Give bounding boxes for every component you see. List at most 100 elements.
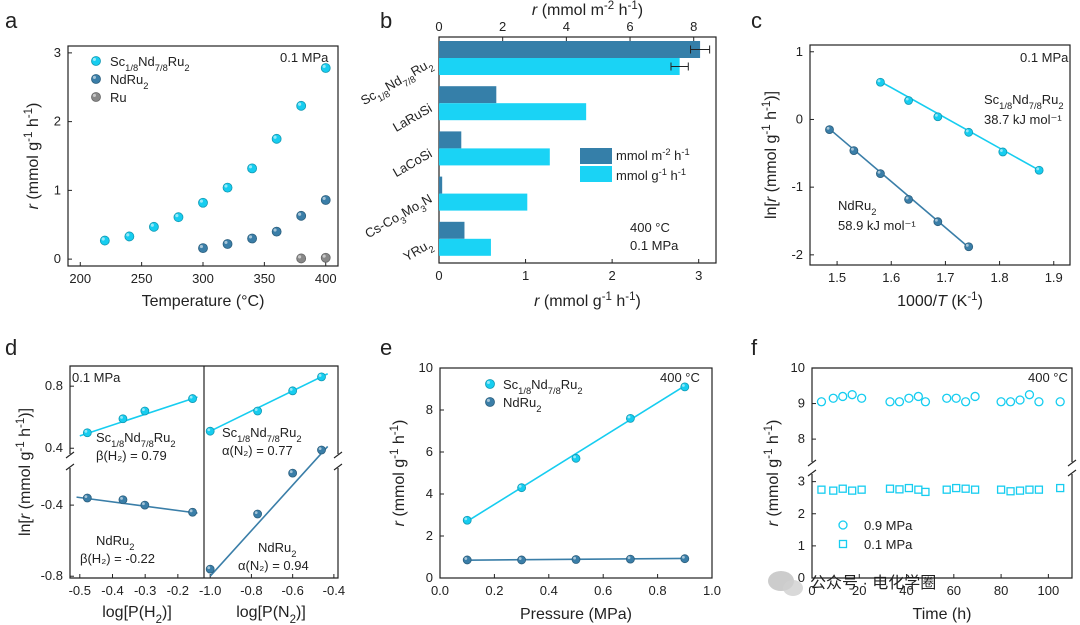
- point-highlight: [877, 79, 881, 83]
- y-axis-label: r (mmol g-1 h-1): [389, 420, 408, 527]
- point-NdRu2: [571, 555, 581, 564]
- point-0.1 MPa: [942, 485, 951, 494]
- panel-letter-a: a: [5, 8, 18, 33]
- x-tick-label: 0: [808, 583, 815, 598]
- point-body: [571, 555, 581, 564]
- point-highlight: [189, 509, 193, 513]
- error-bar-areal: [690, 45, 711, 54]
- point-NdRu2: [82, 493, 92, 503]
- point-highlight: [318, 447, 322, 450]
- point-highlight: [298, 212, 302, 216]
- x-tick-label: -0.4: [323, 583, 345, 598]
- point-body: [964, 127, 974, 137]
- point-highlight: [92, 57, 97, 61]
- point-Sc1/8Nd7/8Ru2: [680, 382, 690, 392]
- annotation-pressure: 0.1 MPa: [1020, 50, 1069, 65]
- point-highlight: [224, 184, 228, 188]
- point-highlight: [207, 566, 211, 570]
- bottom-tick-label: 1: [522, 268, 529, 283]
- point-highlight: [518, 484, 522, 488]
- y-tick-label: 10: [419, 360, 433, 375]
- frame-upper: [811, 367, 1073, 462]
- bar-areal-YRu2: [439, 221, 465, 239]
- point-highlight: [322, 254, 326, 258]
- plot-frame: [439, 367, 713, 579]
- point-highlight: [965, 129, 969, 133]
- fit-line-Sc1/8Nd7/8Ru2: [209, 373, 329, 432]
- point-Sc1/8Nd7/8Ru2: [118, 414, 128, 424]
- point-body: [296, 210, 307, 221]
- annotation-temperature: 400 °C: [660, 370, 700, 385]
- point-highlight: [142, 502, 145, 506]
- point-highlight: [273, 135, 277, 139]
- point-highlight: [464, 557, 468, 560]
- point-Ru: [320, 252, 331, 263]
- point-body: [517, 555, 526, 565]
- point-body: [320, 252, 331, 263]
- point-highlight: [224, 240, 228, 244]
- point-highlight: [826, 126, 830, 130]
- x-tick-label: 1.5: [828, 270, 846, 285]
- x-tick-label: 1.7: [936, 270, 954, 285]
- x-axis-label: Time (h): [913, 606, 972, 623]
- point-body: [462, 555, 472, 565]
- top-tick-label: 2: [499, 19, 506, 34]
- label-sc-h2: Sc1/8Nd7/8Ru2: [96, 430, 176, 449]
- legend-marker-nd: [91, 74, 101, 84]
- y-tick-label: 4: [426, 486, 433, 501]
- point-0.9 MPa: [1015, 395, 1025, 405]
- watermark: 公众号 · 电化学圈: [768, 571, 936, 596]
- point-0.9 MPa: [904, 393, 914, 403]
- y-axis-label: r (mmol g-1 h-1): [23, 103, 42, 210]
- point-0.9 MPa: [1055, 397, 1065, 407]
- point-body: [124, 231, 135, 242]
- point-highlight: [298, 102, 302, 106]
- y-tick-label: 10: [791, 360, 805, 375]
- point-0.9 MPa: [920, 397, 931, 407]
- label-sc: Sc1/8Nd7/8Ru2: [984, 92, 1064, 111]
- point-Sc1/8Nd7/8Ru2: [247, 163, 257, 174]
- point-body: [271, 226, 282, 237]
- point-highlight: [905, 196, 909, 200]
- panel-letter-d: d: [5, 335, 17, 360]
- x-axis-label: Temperature (°C): [142, 293, 265, 310]
- point-body: [296, 100, 307, 111]
- point-highlight: [682, 384, 685, 387]
- y-tick-label: 2: [426, 528, 433, 543]
- fit-line-Sc1/8Nd7/8Ru2: [880, 80, 1040, 171]
- point-highlight: [1036, 167, 1040, 171]
- top-tick-label: 6: [626, 19, 633, 34]
- legend-marker-sc: [91, 56, 101, 66]
- legend-label-nd: NdRu2: [110, 72, 148, 91]
- point-highlight: [248, 165, 253, 169]
- category-label: Cs-Co3Mo3N: [362, 191, 436, 245]
- point-highlight: [289, 388, 293, 391]
- point-Sc1/8Nd7/8Ru2: [876, 77, 885, 87]
- y-tick-label: 6: [426, 444, 433, 459]
- panel-letter-f: f: [751, 335, 758, 360]
- x-tick-label: -0.5: [69, 583, 91, 598]
- point-highlight: [322, 64, 326, 69]
- point-highlight: [905, 97, 909, 101]
- point-body: [271, 133, 282, 144]
- y-tick-label: 2: [54, 114, 61, 129]
- top-tick-label: 8: [690, 19, 697, 34]
- legend-swatch-areal: [580, 148, 612, 164]
- point-0.9 MPa: [856, 393, 867, 403]
- point-NdRu2: [933, 217, 943, 227]
- point-body: [849, 146, 859, 156]
- point-0.1 MPa: [885, 484, 895, 493]
- x-tick-label: 400: [315, 271, 337, 286]
- legend-marker-sc: [485, 379, 495, 389]
- y-tick-label: 0: [54, 251, 61, 266]
- x-axis-label: 1000/T (K-1): [897, 291, 983, 310]
- point-highlight: [92, 75, 97, 80]
- point-0.1 MPa: [829, 486, 838, 495]
- activation-energy-nd: 58.9 kJ mol⁻¹: [838, 218, 916, 233]
- point-highlight: [101, 237, 105, 241]
- legend-marker-0.9MPa: [838, 520, 848, 530]
- point-body: [825, 125, 834, 135]
- panel-e: e 0.0 0.2 0.4 0.6 0.8 1.0 0 2 4 6 8 10 Pressure (MPa)…: [380, 335, 721, 623]
- y-tick-label: 3: [798, 474, 805, 489]
- point-0.1 MPa: [857, 485, 866, 494]
